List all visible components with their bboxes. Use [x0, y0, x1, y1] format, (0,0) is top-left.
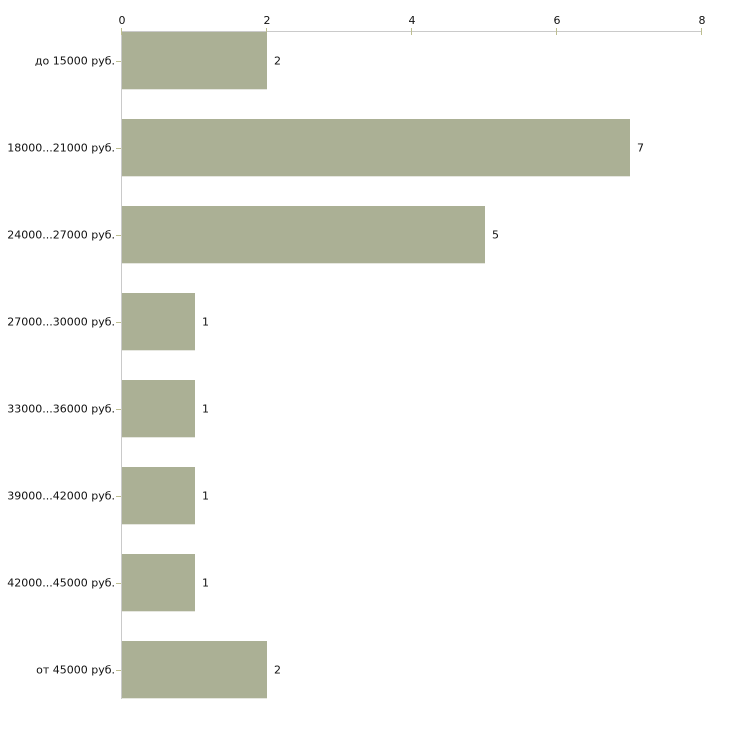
- x-axis-tick: [556, 28, 557, 35]
- category-tick: [116, 583, 121, 584]
- bar: [122, 554, 195, 612]
- bar: [122, 467, 195, 525]
- bar-value-label: 1: [202, 576, 209, 590]
- x-axis-tick: [121, 28, 122, 35]
- category-label: до 15000 руб.: [34, 54, 115, 68]
- x-axis-tick-label: 8: [698, 14, 706, 27]
- x-axis-tick-label: 4: [408, 14, 416, 27]
- x-axis-tick: [411, 28, 412, 35]
- bar-value-label: 7: [637, 141, 644, 155]
- category-label: 24000...27000 руб.: [7, 228, 115, 242]
- category-label: от 45000 руб.: [36, 663, 115, 677]
- category-tick: [116, 235, 121, 236]
- x-axis-tick-label: 0: [118, 14, 126, 27]
- bar-value-label: 2: [274, 54, 281, 68]
- bar-value-label: 2: [274, 663, 281, 677]
- category-tick: [116, 322, 121, 323]
- category-label: 42000...45000 руб.: [7, 576, 115, 590]
- category-tick: [116, 148, 121, 149]
- category-tick: [116, 61, 121, 62]
- y-axis-line: [121, 31, 122, 699]
- bar: [122, 293, 195, 351]
- bar-value-label: 1: [202, 489, 209, 503]
- category-tick: [116, 496, 121, 497]
- bar-value-label: 5: [492, 228, 499, 242]
- x-axis-tick: [701, 28, 702, 35]
- x-axis-tick-label: 6: [553, 14, 561, 27]
- category-tick: [116, 670, 121, 671]
- bar: [122, 206, 485, 264]
- bar-value-label: 1: [202, 315, 209, 329]
- category-label: 27000...30000 руб.: [7, 315, 115, 329]
- x-axis-tick: [266, 28, 267, 35]
- bar: [122, 641, 267, 699]
- category-label: 39000...42000 руб.: [7, 489, 115, 503]
- x-axis-tick-label: 2: [263, 14, 271, 27]
- bar: [122, 119, 630, 177]
- bar: [122, 32, 267, 90]
- category-label: 33000...36000 руб.: [7, 402, 115, 416]
- category-tick: [116, 409, 121, 410]
- category-label: 18000...21000 руб.: [7, 141, 115, 155]
- bar: [122, 380, 195, 438]
- bar-value-label: 1: [202, 402, 209, 416]
